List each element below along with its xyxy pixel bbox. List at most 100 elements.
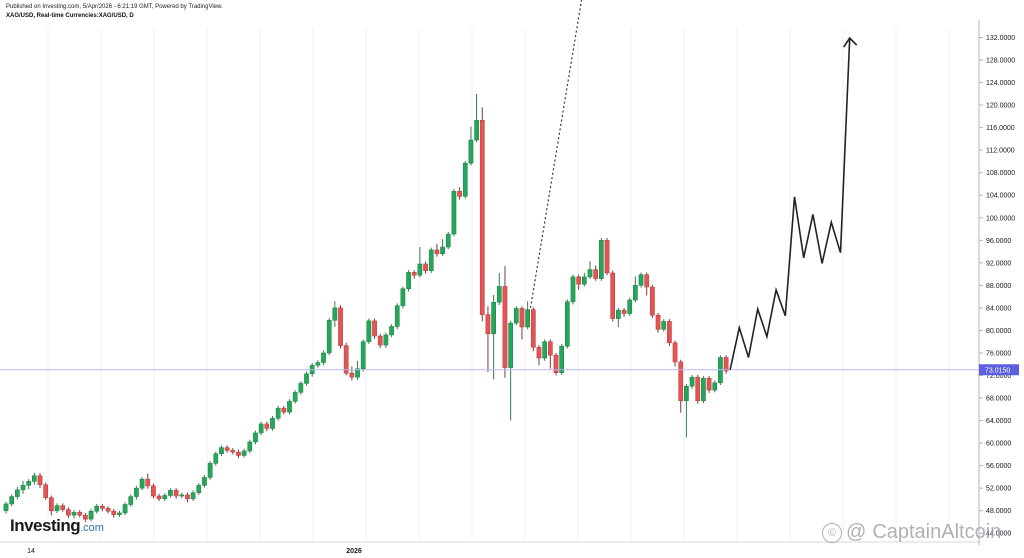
candle-body [100,505,105,509]
candle-body [706,378,712,391]
candle-body [134,487,139,497]
candle-body [689,376,695,387]
candle-body [445,233,451,248]
candle [71,510,77,519]
candle [377,333,383,348]
candlestick-series [3,93,729,522]
candle-body [77,512,83,516]
candle [491,294,496,380]
candle-body [593,269,599,279]
candle-body [536,347,542,359]
candle [638,272,644,288]
candle [54,503,60,513]
candle [219,445,224,457]
price-tick-label: 52.0000 [986,486,1011,493]
candle [236,449,241,459]
candle [599,238,604,281]
candle-body [485,314,491,335]
price-tick-label: 72.0000 [986,373,1011,380]
candle [241,448,247,458]
candle-body [122,504,128,514]
price-axis: 132.0000 128.0000 124.0000 120.0000 116.0000… [978,20,1024,545]
candle-body [264,423,270,429]
candle [536,345,542,366]
candle [525,301,530,330]
candle [224,445,230,453]
candle [616,307,621,328]
candle-body [49,497,54,511]
candle [440,239,445,257]
candle-body [179,494,185,497]
candle [695,374,701,404]
candle-body [281,407,287,413]
candle-body [513,308,519,324]
candle [128,494,134,507]
candle-body [519,308,525,328]
candle [332,301,338,328]
candle-body [213,453,219,464]
candle-body [684,385,689,402]
candle [122,502,128,516]
candle [564,299,570,349]
candle [627,297,633,316]
drawing-overlays [0,0,979,371]
price-tick-label: 60.0000 [986,441,1011,448]
candle [621,307,627,317]
candle [179,492,185,499]
last-price-label: 73.0150 [985,367,1010,374]
candle-body [377,335,383,346]
candle-body [610,272,616,319]
candle-body [43,484,49,498]
candle [581,272,587,287]
candle-body [343,345,349,374]
candle-body [389,326,394,336]
candle [281,405,287,415]
candle [587,261,593,280]
candle [723,355,729,374]
candle-body [587,269,593,278]
candle-body [723,357,729,372]
candle-body [451,191,457,235]
price-tick-label: 104.0000 [986,193,1015,200]
candle-body [292,392,298,402]
candle-body [616,309,621,319]
candle [400,286,406,309]
candle-body [26,481,32,486]
candle-body [542,341,547,359]
candle-body [525,309,530,328]
candle-body [151,485,156,497]
candle [117,510,122,517]
candle [253,430,258,445]
candle-body [701,378,706,402]
candle-body [156,495,162,500]
candle [542,339,547,361]
candle [712,380,718,393]
candle [485,306,491,373]
candle-body [383,334,389,346]
candle [553,352,559,376]
candle [530,307,536,352]
candle-body [14,489,20,497]
candle-body [168,490,173,496]
candle [134,485,139,500]
candle [672,340,678,367]
candle-body [411,272,417,276]
candle-body [247,441,253,452]
symbol-title: XAG/USD, Real-time Currencies:XAG/USD, D [6,13,134,19]
candle [547,339,553,369]
candle [406,270,411,292]
logo-brand: Investing [10,516,81,535]
candle [258,421,264,436]
candle-body [638,274,644,286]
candle [185,492,190,503]
price-tick-label: 108.0000 [986,170,1015,177]
price-tick-label: 88.0000 [986,283,1011,290]
candle-body [508,322,513,368]
candle-body [360,341,366,369]
price-tick-label: 96.0000 [986,238,1011,245]
candle [349,366,355,381]
at-glyph: @ [846,521,867,543]
time-tick-label: 14 [27,548,35,555]
candle-body [553,354,559,373]
